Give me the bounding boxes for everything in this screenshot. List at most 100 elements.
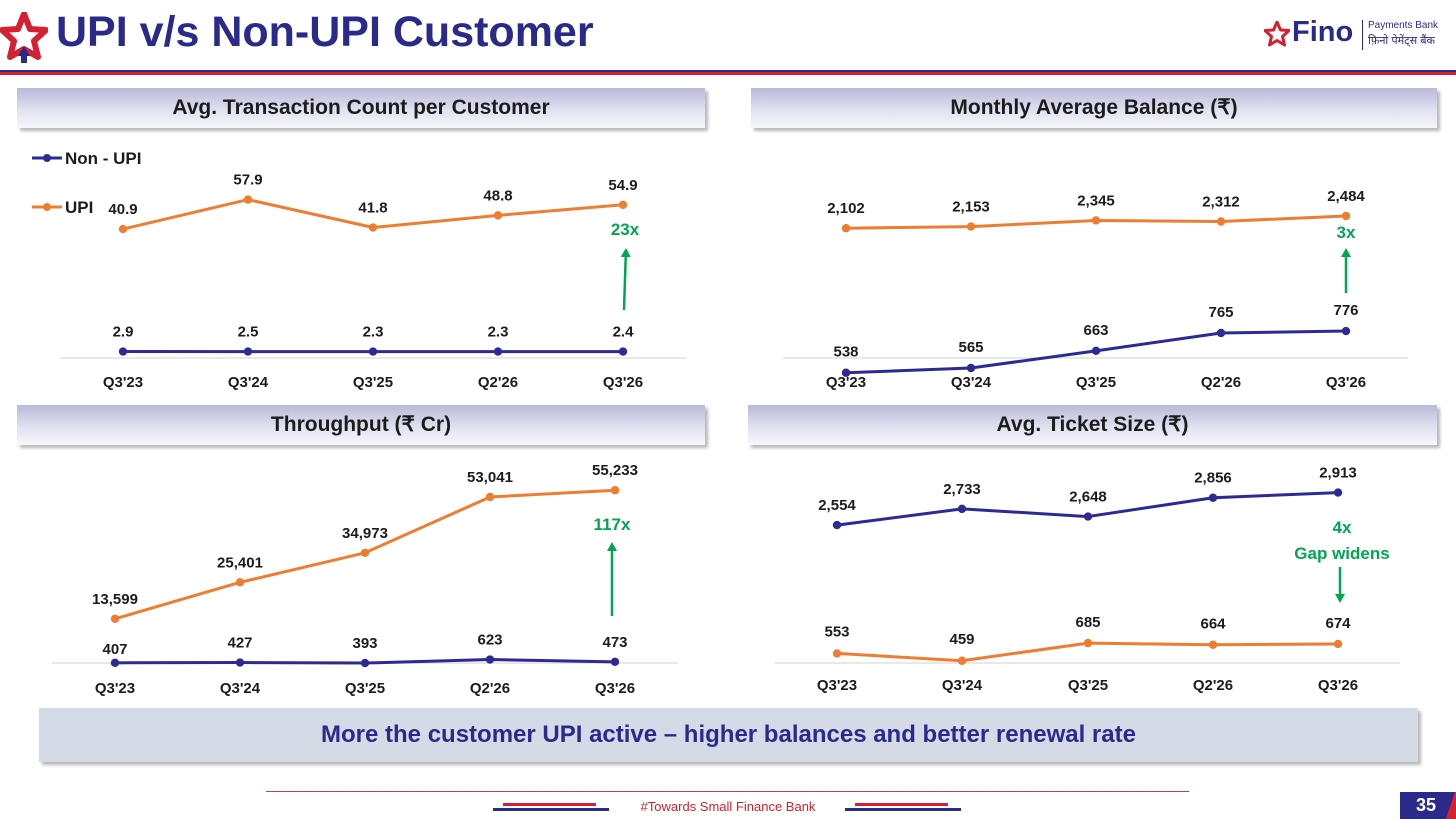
upi-data-point: [493, 211, 503, 220]
non-upi-data-point: [493, 347, 503, 356]
non-upi-data-point: [841, 368, 851, 377]
chart-title-throughput: Throughput (₹ Cr): [17, 405, 705, 445]
data-label: 623: [477, 632, 502, 649]
non-upi-data-point: [1216, 328, 1226, 338]
x-tick-label: Q3'24: [951, 374, 992, 391]
footer-deco-right-blue: [845, 808, 961, 811]
x-tick-label: Q3'25: [1068, 677, 1108, 694]
x-tick-label: Q3'23: [95, 680, 135, 697]
data-label: 407: [102, 641, 127, 658]
x-tick-label: Q2'26: [1193, 677, 1233, 694]
non-upi-data-point: [243, 347, 253, 356]
multiplier-annotation: 3x: [1337, 223, 1356, 242]
data-label: 663: [1083, 322, 1108, 339]
x-tick-label: Q3'25: [353, 374, 393, 391]
upi-data-point: [1091, 216, 1101, 225]
brand-logo: Fino Payments Bank फ़िनो पेमेंट्स बैंक: [1264, 16, 1454, 52]
upi-data-point: [1341, 211, 1351, 221]
x-tick-label: Q3'25: [345, 680, 385, 697]
data-label: 2.3: [488, 324, 509, 341]
x-tick-label: Q3'26: [603, 374, 643, 391]
data-label: 40.9: [108, 201, 137, 218]
data-label: 538: [833, 344, 858, 361]
chart-title-ticket-size: Avg. Ticket Size (₹): [748, 405, 1437, 445]
upi-data-point: [118, 224, 128, 234]
chart-title-transaction-count: Avg. Transaction Count per Customer: [17, 88, 705, 128]
data-label: 776: [1333, 302, 1358, 319]
legend-non-upi-label: Non - UPI: [65, 149, 142, 168]
upi-data-point: [1083, 638, 1093, 648]
footer-rule: [266, 791, 1189, 792]
header-rule-accent: [0, 72, 1456, 75]
growth-arrow-2-head: [1341, 248, 1351, 257]
data-label: 13,599: [92, 591, 138, 608]
upi-data-point: [966, 222, 976, 231]
upi-data-point: [1208, 640, 1218, 649]
data-label: 2,345: [1077, 192, 1115, 209]
non-upi-data-point: [360, 658, 370, 668]
upi-data-point: [841, 224, 851, 233]
x-tick-label: Q3'24: [942, 677, 983, 694]
footer-tagline: #Towards Small Finance Bank: [640, 799, 816, 814]
non-upi-data-point: [485, 655, 495, 664]
data-label: 765: [1208, 304, 1233, 321]
upi-data-point: [110, 614, 120, 624]
upi-data-point: [832, 649, 842, 658]
x-tick-label: Q2'26: [478, 374, 518, 391]
upi-data-point: [360, 548, 370, 558]
growth-arrow-1-head: [620, 248, 631, 258]
non-upi-data-point: [368, 347, 378, 356]
footer-deco-left-red: [503, 803, 596, 806]
data-label: 2,554: [818, 497, 856, 514]
upi-data-point: [957, 656, 967, 665]
star-logo-icon: [0, 12, 48, 63]
data-label: 25,401: [217, 554, 263, 571]
x-tick-label: Q3'23: [817, 677, 857, 694]
non-upi-data-point: [618, 347, 628, 356]
growth-arrow-1-shaft: [622, 256, 627, 311]
non-upi-data-point: [1341, 326, 1351, 336]
x-tick-label: Q3'23: [826, 374, 866, 391]
data-label: 2.4: [613, 324, 635, 341]
brand-star-icon: [1264, 21, 1290, 47]
data-label: 664: [1200, 616, 1226, 633]
x-tick-label: Q3'26: [595, 680, 635, 697]
data-label: 2,312: [1202, 194, 1240, 211]
data-label: 685: [1075, 614, 1100, 631]
gap-arrow-head: [1335, 594, 1345, 603]
x-tick-label: Q3'26: [1326, 374, 1366, 391]
x-tick-label: Q3'24: [220, 680, 261, 697]
data-label: 53,041: [467, 469, 513, 486]
multiplier-annotation: 117x: [594, 515, 631, 534]
data-label: 2,648: [1069, 489, 1107, 506]
brand-name: Fino: [1292, 16, 1354, 48]
non-upi-data-point: [235, 658, 245, 667]
legend-upi-label: UPI: [65, 198, 93, 217]
data-label: 2.3: [363, 324, 384, 341]
data-label: 2,484: [1327, 188, 1365, 205]
non-upi-data-point: [1333, 488, 1343, 497]
legend-upi-marker: [43, 203, 51, 211]
non-upi-data-point: [1083, 512, 1093, 521]
growth-arrow-3-head: [607, 542, 617, 551]
brand-subtitle-hi: फ़िनो पेमेंट्स बैंक: [1368, 35, 1435, 47]
data-label: 2,913: [1319, 465, 1357, 482]
upi-data-point: [368, 223, 378, 232]
data-label: 553: [824, 623, 849, 640]
data-label: 459: [949, 631, 974, 648]
x-tick-label: Q3'24: [228, 374, 269, 391]
upi-data-point: [618, 200, 628, 210]
gap-annotation: Gap widens: [1294, 544, 1389, 563]
page-number-accent: [1446, 792, 1456, 819]
data-label: 2.9: [113, 324, 134, 341]
x-tick-label: Q2'26: [470, 680, 510, 697]
data-label: 2,856: [1194, 470, 1232, 487]
page-number-value: 35: [1416, 795, 1437, 815]
upi-data-point: [485, 492, 495, 502]
summary-banner: More the customer UPI active – higher ba…: [39, 708, 1418, 762]
upi-data-point: [1333, 639, 1343, 649]
data-label: 674: [1325, 615, 1351, 632]
brand-subtitle-en: Payments Bank: [1368, 20, 1439, 31]
non-upi-data-point: [966, 363, 976, 373]
